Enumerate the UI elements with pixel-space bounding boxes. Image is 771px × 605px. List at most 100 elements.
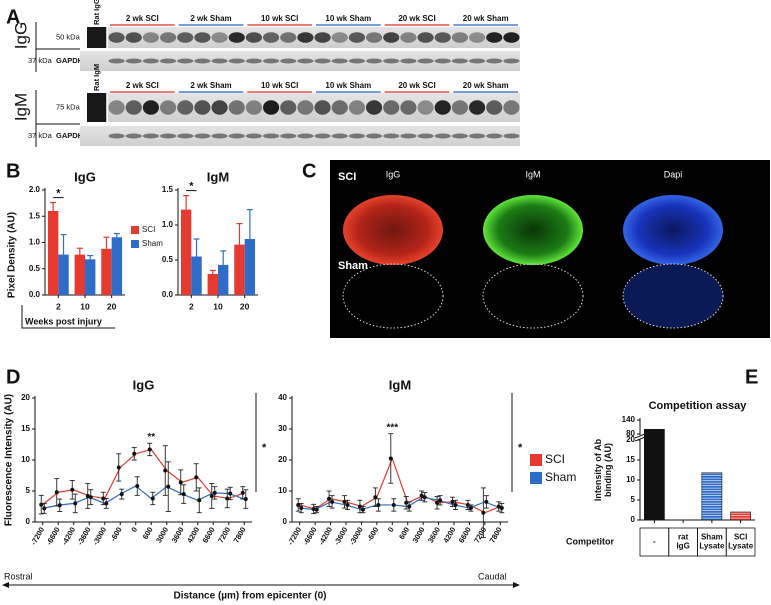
point [499, 506, 504, 511]
band [228, 133, 245, 139]
point [240, 490, 245, 495]
significance: * [56, 188, 61, 200]
band [331, 58, 348, 64]
band [211, 32, 228, 43]
band [177, 133, 194, 139]
band [177, 32, 194, 43]
x-tick-label: 7800 [488, 525, 504, 544]
x-tick-label: -3600 [75, 525, 92, 546]
x-tick-label: 3600 [170, 525, 186, 544]
y-tick-label: 10 [278, 486, 287, 495]
legend-label: SCI [142, 225, 155, 234]
point [360, 507, 365, 512]
band [194, 133, 211, 139]
band [348, 133, 365, 139]
bar [644, 429, 665, 521]
x-tick-label: -4200 [317, 525, 334, 546]
x-tick-label: 10 [213, 301, 223, 311]
y-axis-label: Fluorescence Intensity (AU) [4, 394, 15, 526]
band [400, 58, 417, 64]
group-label: 20 wk SCI [398, 81, 435, 90]
bar [191, 256, 202, 295]
kda-label: 50 kDa [56, 32, 81, 41]
rat-label: Rat IgG [92, 0, 101, 25]
band [280, 100, 297, 115]
x-tick-label: 2 [56, 301, 61, 311]
column-label: IgG [386, 169, 401, 179]
chart-title: IgG [74, 169, 96, 184]
point [194, 475, 199, 480]
y-tick-label: 30 [278, 424, 287, 433]
panel-label: A [6, 6, 20, 28]
column-label: IgM [525, 169, 540, 179]
x-tick-label: 2 [189, 301, 194, 311]
kda-label: 75 kDa [56, 102, 81, 111]
point [135, 484, 140, 489]
band [297, 133, 314, 139]
rat-lane [87, 93, 107, 122]
band [142, 100, 159, 115]
band [228, 58, 245, 64]
line [42, 448, 245, 506]
group-label: 2 wk SCI [126, 14, 159, 23]
x-tick-label: 20 [107, 301, 117, 311]
band [503, 58, 520, 64]
band [297, 32, 314, 43]
panel-label: D [6, 366, 20, 388]
y-tick-label: 2.0 [29, 185, 41, 194]
x-tick-label: - [653, 537, 656, 546]
band [366, 58, 383, 64]
group-label: 20 wk Sham [463, 14, 509, 23]
axis-break [635, 435, 645, 439]
point [178, 480, 183, 485]
point [73, 501, 78, 506]
chart-title: IgG [133, 377, 155, 392]
point [101, 496, 106, 501]
band [331, 100, 348, 115]
legend-swatch [131, 226, 139, 234]
x-tick-label: 7200 [216, 525, 232, 544]
group-label: 2 wk Sham [190, 14, 231, 23]
x-tick-label: 20 [240, 301, 250, 311]
x-tick-label: -600 [365, 525, 380, 543]
band [314, 58, 331, 64]
point [212, 490, 217, 495]
row-label: SCI [338, 171, 356, 183]
point [299, 506, 304, 511]
point [197, 498, 202, 503]
blot-label: IgM [11, 93, 30, 121]
band [211, 133, 228, 139]
chart-title: IgM [389, 377, 411, 392]
y-tick-label: 5 [631, 495, 636, 504]
band [503, 32, 520, 43]
band [245, 58, 262, 64]
x-tick-label: rat IgG [676, 533, 689, 551]
x-tick-label: -6600 [44, 525, 61, 546]
lane [108, 93, 520, 122]
y-axis-label: Intensity of Abbinding (AU) [593, 438, 613, 501]
point [342, 499, 347, 504]
band [366, 100, 383, 115]
band [417, 133, 434, 139]
x-tick-label: -7200 [29, 525, 46, 546]
column-label: Dapi [664, 169, 683, 179]
point [422, 495, 427, 500]
cord-stain [343, 195, 443, 265]
gapdh-label: GAPDH [56, 131, 83, 140]
band [125, 32, 142, 43]
y-tick-label: 15 [21, 424, 30, 433]
band [331, 32, 348, 43]
y-tick-label: 10 [626, 475, 635, 484]
legend-label: SCI [545, 452, 565, 466]
band [194, 100, 211, 115]
y-tick-label: 1.0 [162, 220, 174, 229]
band [125, 133, 142, 139]
cord-stain [623, 195, 723, 265]
band [503, 133, 520, 139]
band [400, 32, 417, 43]
point [496, 504, 501, 509]
group-label: 2 wk Sham [190, 81, 231, 90]
y-tick-label: 140 [622, 415, 636, 424]
band [297, 100, 314, 115]
band [263, 133, 280, 139]
